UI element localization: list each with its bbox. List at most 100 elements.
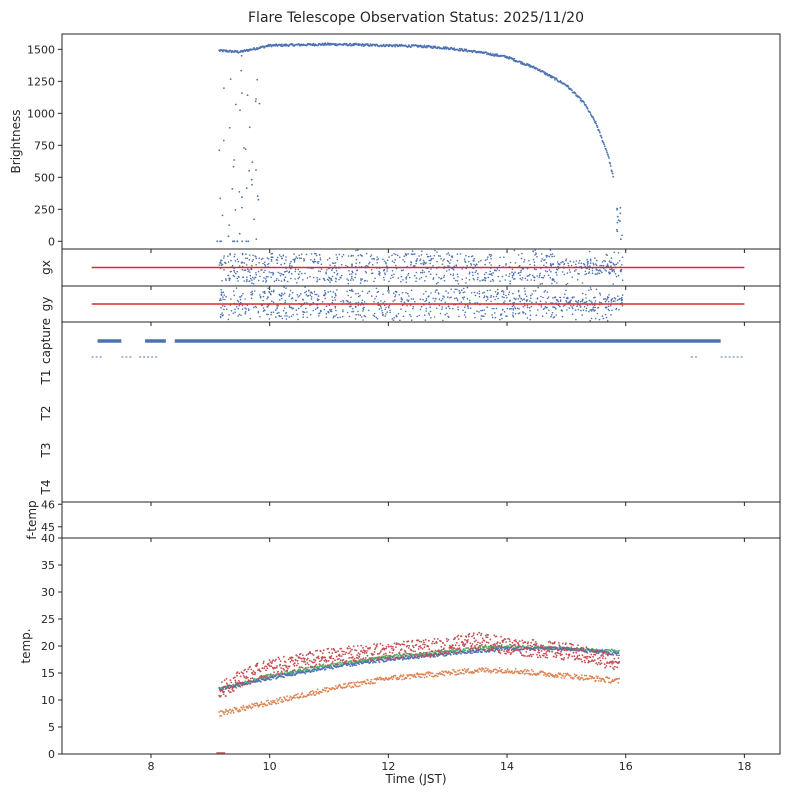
brightness-point [616, 228, 618, 231]
temp_red-point [432, 640, 434, 643]
temp_red-point [298, 666, 301, 669]
temp_red-point [296, 659, 299, 662]
temp_orange-point [273, 699, 276, 702]
brightness-point [485, 51, 488, 54]
temp_red-point [480, 634, 482, 637]
brightness-point [254, 100, 257, 103]
gy-point [428, 314, 431, 316]
gy-point [480, 318, 482, 320]
brightness-point [345, 42, 348, 45]
temp_orange-point [219, 715, 221, 717]
temp_red-point [550, 646, 553, 649]
temp_green-point [448, 649, 451, 652]
gx-point [306, 277, 309, 279]
gy-point [297, 307, 300, 310]
temp_orange-point [484, 671, 486, 673]
temp_green-point [441, 651, 443, 653]
gy-point [334, 305, 337, 308]
gy-point [459, 292, 461, 295]
gy-point [438, 304, 441, 307]
temp_orange-point [246, 705, 249, 708]
gx-point [605, 270, 607, 272]
temp_red-point [276, 665, 278, 667]
gx-point [421, 269, 424, 272]
temp_orange-point [589, 675, 592, 678]
gy-point [314, 293, 316, 296]
temp_blue-point [265, 679, 267, 682]
temp_red-point [478, 631, 481, 634]
gx-point [551, 282, 553, 285]
temp_orange-point [272, 699, 274, 702]
gx-point [609, 268, 611, 271]
gy-point [385, 306, 387, 309]
gy-point [394, 294, 397, 296]
gy-point [285, 318, 288, 320]
temp_green-point [396, 653, 398, 656]
gy-point [456, 298, 459, 300]
temp_blue-point [324, 668, 327, 670]
gy-point [559, 299, 562, 302]
gx-point [273, 280, 276, 283]
gx-point [504, 279, 507, 281]
gy-point [445, 307, 448, 309]
gx-point [415, 277, 418, 279]
temp_orange-point [575, 674, 578, 676]
temp_red-point [520, 648, 523, 650]
temp_orange-point [506, 670, 508, 672]
temp_orange-point [334, 685, 337, 687]
gx-point [236, 277, 239, 280]
gy-point [401, 291, 404, 294]
gy-point [466, 297, 469, 300]
gx-point [440, 257, 442, 260]
gy-point [454, 288, 457, 291]
temp_red-point [404, 651, 407, 653]
temp_red-point [514, 649, 517, 652]
gx-point [487, 276, 490, 279]
temp_blue-point [554, 648, 556, 650]
temp_orange-point [560, 676, 563, 679]
gy-point [563, 296, 565, 299]
temp_red-point [364, 657, 367, 659]
temp_orange-point [500, 670, 502, 673]
brightness-point [571, 89, 573, 92]
y-tick-label: 500 [34, 171, 55, 184]
gy-point [513, 301, 515, 304]
temp_orange-point [573, 677, 575, 679]
gy-point [617, 295, 619, 298]
gx-point [374, 277, 376, 280]
temp_red-point [237, 679, 240, 682]
gx-point [376, 259, 378, 261]
temp_red-point [457, 638, 460, 640]
gy-point [270, 311, 273, 314]
gx-point [310, 259, 312, 261]
gy-point [266, 313, 268, 316]
temp_red-point [380, 656, 383, 659]
gx-point [411, 250, 414, 252]
gx-point [533, 276, 535, 278]
gx-point [295, 256, 298, 258]
gy-point [350, 290, 352, 292]
gx-point [289, 262, 291, 265]
gx-point [318, 278, 321, 281]
gx-point [551, 255, 553, 258]
temp_red-point [514, 639, 517, 641]
temp_orange-point [296, 696, 299, 699]
temp_blue-point [452, 653, 455, 655]
temp_red-point [403, 649, 406, 652]
temp_blue-point [378, 661, 381, 664]
gx-point [484, 279, 487, 282]
gy-point [441, 306, 444, 308]
gy-point [577, 308, 580, 311]
temp_red-point [233, 676, 236, 679]
gy-point [590, 317, 593, 320]
temp_blue-point [270, 678, 272, 681]
temp_red-point [468, 632, 471, 635]
gy-point [220, 294, 223, 297]
gx-point [421, 250, 423, 253]
temp_red-point [326, 664, 329, 667]
gx-point [617, 252, 620, 254]
gy-point [560, 309, 563, 312]
gx-point [542, 276, 545, 279]
temp_orange-point [573, 673, 576, 676]
